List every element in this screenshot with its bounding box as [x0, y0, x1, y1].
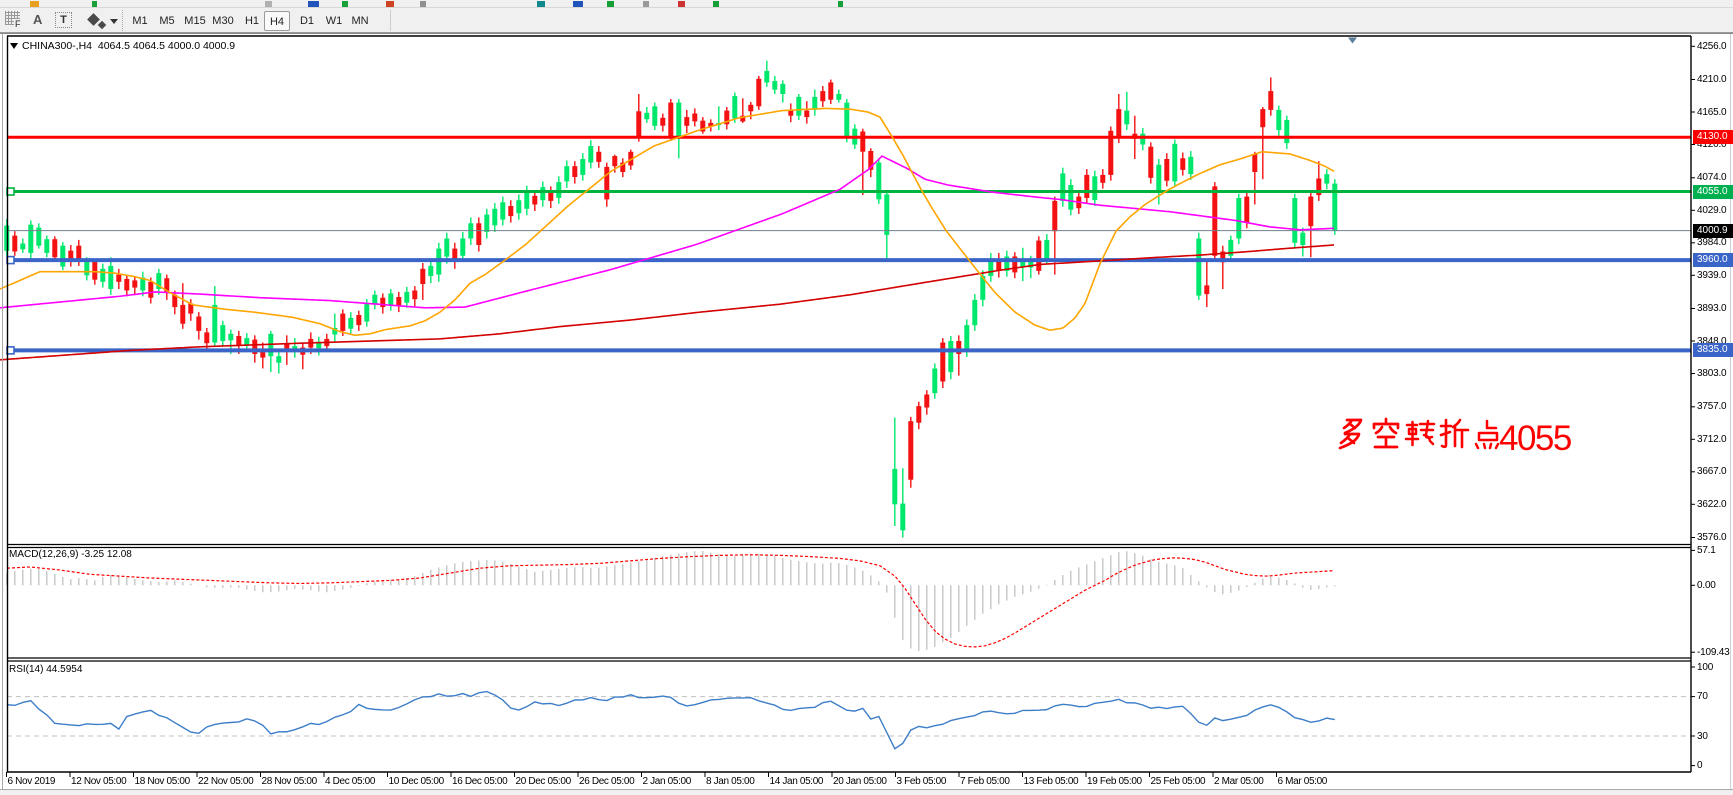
svg-text:4055: 4055 [1499, 419, 1571, 458]
